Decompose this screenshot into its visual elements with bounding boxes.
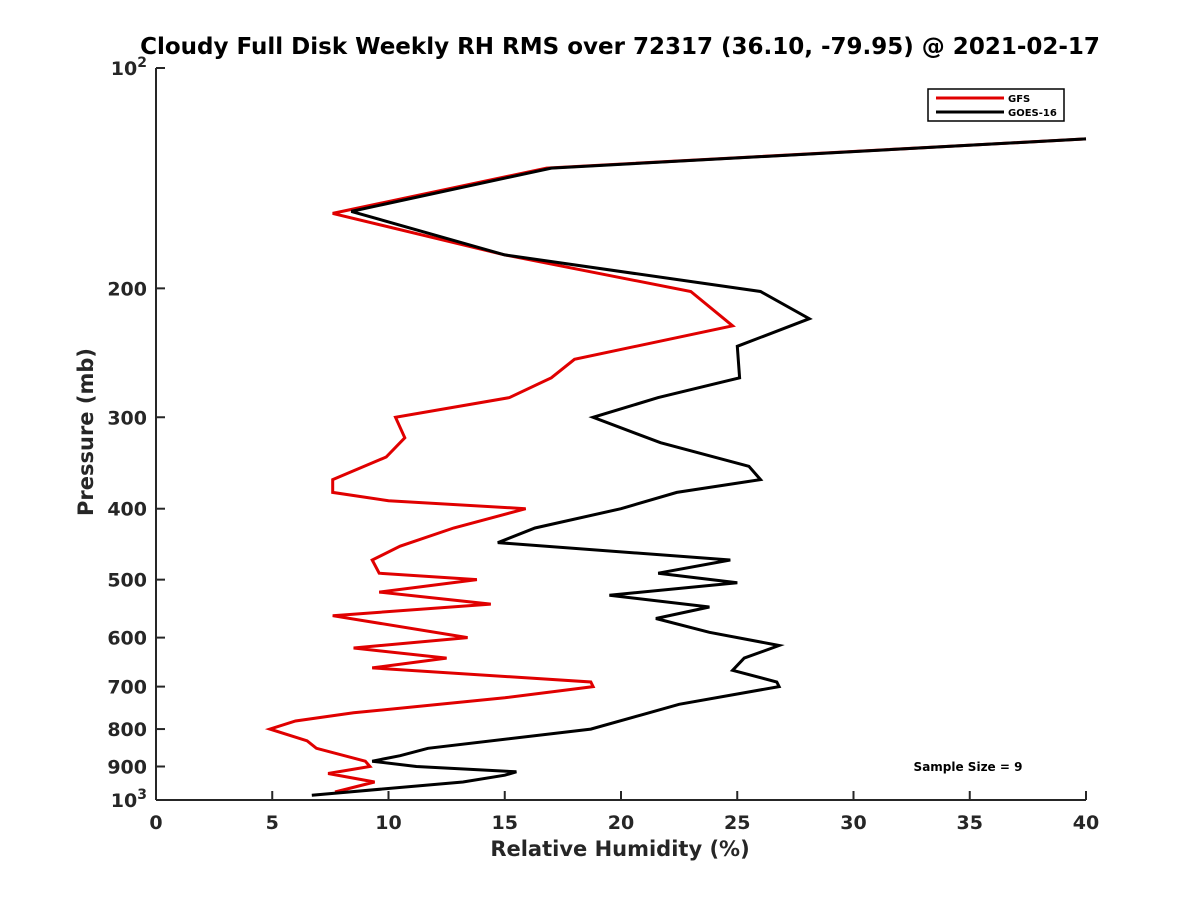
legend-label: GFS — [1008, 94, 1030, 105]
y-axis-title: Pressure (mb) — [74, 348, 98, 516]
x-tick-label: 15 — [492, 812, 518, 834]
x-tick-label: 5 — [266, 812, 279, 834]
y-tick-label: 103 — [111, 787, 147, 812]
legend-label: GOES-16 — [1008, 108, 1057, 119]
y-tick-label: 900 — [107, 757, 147, 779]
axes: 0 5 10 15 20 25 30 35 40 102 200 300 400 500 600 700 800… — [107, 55, 1099, 834]
y-tick-label: 102 — [111, 55, 147, 80]
y-tick-label: 800 — [107, 719, 147, 741]
sample-size-annotation: Sample Size = 9 — [914, 760, 1023, 774]
x-tick-label: 20 — [608, 812, 634, 834]
x-tick-label: 0 — [149, 812, 162, 834]
y-tick-label: 500 — [107, 570, 147, 592]
x-tick-label: 10 — [375, 812, 401, 834]
x-tick-label: 40 — [1073, 812, 1099, 834]
plot-layer — [264, 137, 1087, 797]
legend-box — [927, 88, 1065, 122]
y-tick-label: 200 — [107, 278, 147, 300]
x-tick-label: 30 — [840, 812, 866, 834]
x-tick-label: 25 — [724, 812, 750, 834]
x-tick-label: 35 — [957, 812, 983, 834]
series-line-goes-16 — [311, 137, 1087, 797]
y-tick-label: 700 — [107, 677, 147, 699]
y-tick-label: 600 — [107, 628, 147, 650]
x-axis-title: Relative Humidity (%) — [490, 837, 749, 861]
y-tick-label: 300 — [107, 407, 147, 429]
chart-title: Cloudy Full Disk Weekly RH RMS over 7231… — [140, 34, 1100, 60]
y-tick-label: 400 — [107, 499, 147, 521]
legend: GFS GOES-16 — [927, 88, 1065, 122]
series-line-gfs — [264, 137, 1087, 794]
